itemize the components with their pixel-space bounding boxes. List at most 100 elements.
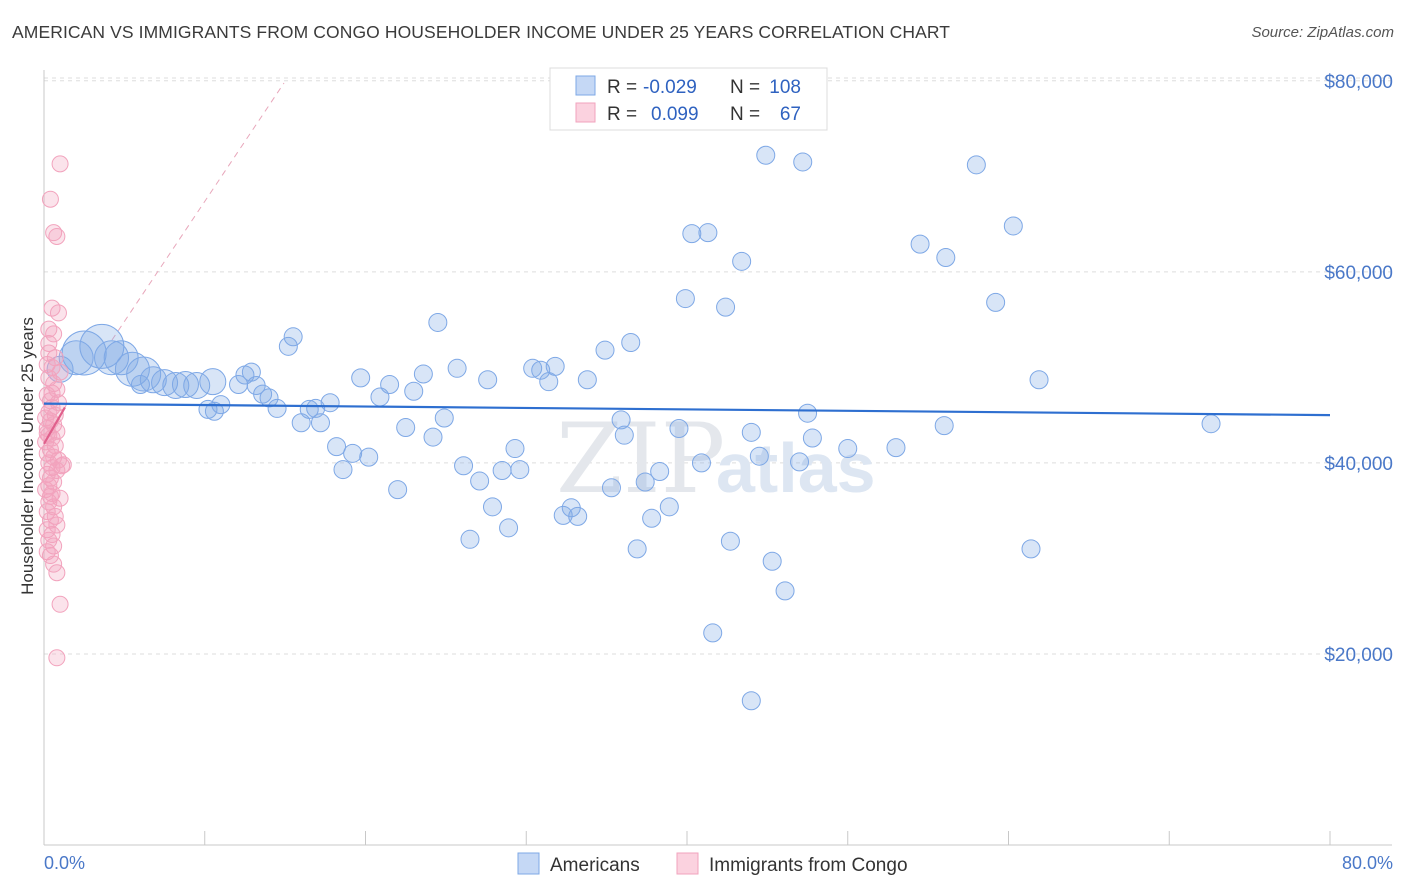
bottom-legend: Americans Immigrants from Congo bbox=[517, 852, 908, 876]
american-point bbox=[698, 223, 718, 243]
watermark-atlas: atlas bbox=[716, 429, 876, 507]
congo-point bbox=[45, 537, 63, 555]
american-point bbox=[611, 410, 631, 430]
american-point bbox=[139, 366, 167, 394]
legend-congo-n-value: 67 bbox=[780, 104, 801, 125]
american-point bbox=[936, 247, 956, 267]
american-point bbox=[595, 340, 615, 360]
american-point bbox=[1003, 216, 1023, 236]
american-point bbox=[306, 398, 326, 418]
american-point bbox=[568, 506, 588, 526]
american-point bbox=[716, 297, 736, 317]
congo-point bbox=[45, 325, 63, 343]
american-point bbox=[635, 472, 655, 492]
x-axis-ticks bbox=[43, 831, 1331, 845]
american-point bbox=[267, 398, 287, 418]
americans-trend-line bbox=[43, 402, 1331, 417]
congo-point bbox=[41, 487, 59, 505]
american-point bbox=[675, 289, 695, 309]
american-point bbox=[531, 360, 551, 380]
american-point bbox=[659, 497, 679, 517]
american-point bbox=[327, 437, 347, 457]
american-point bbox=[621, 333, 641, 353]
american-point bbox=[343, 443, 363, 463]
american-point bbox=[1021, 539, 1041, 559]
american-point bbox=[310, 413, 330, 433]
american-point bbox=[428, 312, 448, 332]
chart-source: Source: ZipAtlas.com bbox=[1251, 24, 1394, 41]
american-point bbox=[642, 508, 662, 528]
american-point bbox=[691, 453, 711, 473]
congo-point bbox=[38, 355, 56, 373]
trend-lines bbox=[43, 402, 1331, 445]
american-point bbox=[126, 356, 162, 392]
congo-point bbox=[51, 155, 69, 173]
american-point bbox=[278, 336, 298, 356]
american-point bbox=[413, 364, 433, 384]
american-point bbox=[986, 292, 1006, 312]
american-point bbox=[380, 375, 400, 395]
congo-trend-line bbox=[43, 406, 66, 445]
y-axis-label: Householder Income Under 25 years bbox=[18, 317, 37, 595]
legend-americans-r-value: -0.029 bbox=[643, 77, 697, 98]
american-point bbox=[793, 152, 813, 172]
american-point bbox=[650, 461, 670, 481]
congo-point bbox=[41, 190, 59, 208]
american-point bbox=[130, 375, 150, 395]
american-point bbox=[669, 418, 689, 438]
american-point bbox=[577, 370, 597, 390]
american-point bbox=[460, 529, 480, 549]
congo-point bbox=[41, 547, 59, 565]
american-point bbox=[151, 369, 179, 397]
american-point bbox=[732, 251, 752, 271]
legend-americans-n-value: 108 bbox=[769, 77, 801, 98]
american-point bbox=[741, 422, 761, 442]
bottom-legend-congo-swatch bbox=[676, 852, 699, 875]
american-point bbox=[333, 460, 353, 480]
american-point bbox=[1029, 370, 1049, 390]
american-point bbox=[838, 439, 858, 459]
american-point bbox=[423, 427, 443, 447]
americans-points bbox=[46, 145, 1221, 711]
chart-title: AMERICAN VS IMMIGRANTS FROM CONGO HOUSEH… bbox=[12, 22, 951, 42]
congo-point bbox=[49, 304, 67, 322]
american-point bbox=[283, 327, 303, 347]
bottom-legend-americans-label: Americans bbox=[550, 855, 640, 876]
american-point bbox=[396, 418, 416, 438]
american-point bbox=[470, 471, 490, 491]
american-point bbox=[162, 372, 190, 400]
american-point bbox=[545, 356, 565, 376]
legend-congo-n-label: N = bbox=[730, 104, 760, 125]
y-tick-label: $40,000 bbox=[1324, 454, 1393, 475]
congo-point bbox=[51, 595, 69, 613]
american-point bbox=[492, 461, 512, 481]
congo-point bbox=[48, 227, 66, 245]
american-point bbox=[682, 224, 702, 244]
congo-point bbox=[48, 516, 66, 534]
congo-point bbox=[43, 484, 61, 502]
american-point bbox=[523, 358, 543, 378]
american-point bbox=[703, 623, 723, 643]
american-point bbox=[510, 460, 530, 480]
american-point bbox=[934, 416, 954, 436]
y-tick-label: $80,000 bbox=[1324, 72, 1393, 93]
congo-points bbox=[37, 155, 72, 667]
american-point bbox=[601, 478, 621, 498]
congo-point bbox=[54, 456, 72, 474]
american-point bbox=[351, 368, 371, 388]
american-point bbox=[720, 531, 740, 551]
american-point bbox=[454, 456, 474, 476]
american-point bbox=[94, 340, 130, 376]
legend-americans-swatch bbox=[575, 75, 596, 96]
american-point bbox=[790, 452, 810, 472]
legend-americans-r-label: R = bbox=[607, 77, 637, 98]
american-point bbox=[627, 539, 647, 559]
american-point bbox=[749, 446, 769, 466]
congo-point bbox=[40, 320, 58, 338]
watermark-zip: ZIP bbox=[556, 403, 725, 515]
american-point bbox=[482, 497, 502, 517]
american-point bbox=[756, 145, 776, 165]
american-point bbox=[798, 403, 818, 423]
american-point bbox=[359, 447, 379, 467]
